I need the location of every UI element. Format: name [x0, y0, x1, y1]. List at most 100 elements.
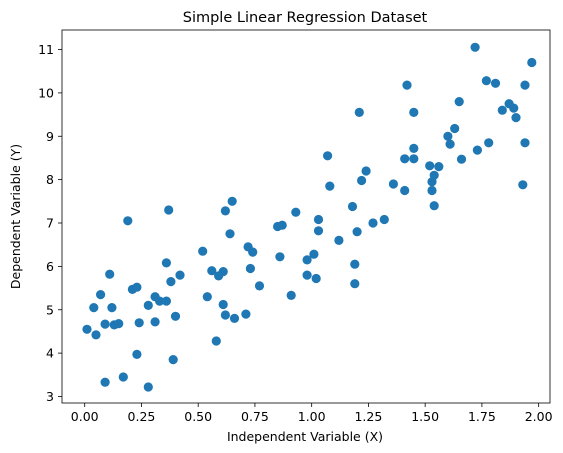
data-point: [225, 229, 235, 239]
data-point: [445, 139, 455, 149]
data-point: [168, 355, 178, 365]
data-point: [166, 277, 176, 287]
data-point: [275, 252, 285, 262]
x-tick-label: 0.50: [184, 409, 212, 424]
data-point: [220, 206, 230, 216]
y-tick-label: 8: [46, 172, 54, 187]
data-point: [245, 263, 255, 274]
data-point: [123, 216, 133, 226]
data-point: [254, 281, 265, 291]
data-point: [170, 311, 181, 321]
data-point: [350, 259, 360, 269]
data-point: [443, 131, 453, 141]
data-point: [484, 138, 494, 148]
data-point: [481, 76, 491, 86]
data-point: [248, 247, 258, 257]
data-point: [89, 303, 99, 313]
x-tick-label: 1.25: [354, 409, 382, 424]
data-point: [164, 205, 174, 215]
x-tick-label: 1.50: [411, 409, 439, 424]
data-point: [518, 180, 528, 190]
data-point: [352, 227, 362, 237]
data-point: [520, 138, 530, 148]
data-point: [143, 300, 153, 310]
data-point: [161, 258, 171, 268]
data-point: [527, 57, 537, 68]
data-point: [91, 330, 101, 340]
data-point: [368, 218, 378, 228]
x-tick-label: 1.75: [468, 409, 496, 424]
data-point: [134, 318, 144, 328]
data-point: [229, 313, 240, 323]
data-point: [472, 145, 482, 155]
data-point: [218, 299, 228, 310]
data-point: [361, 166, 371, 176]
data-point: [388, 179, 398, 189]
data-point: [302, 270, 312, 280]
data-point: [100, 377, 110, 387]
data-point: [357, 175, 367, 186]
data-point: [323, 151, 333, 161]
data-point: [354, 107, 364, 117]
data-point: [409, 143, 419, 153]
y-tick-label: 7: [46, 216, 54, 231]
data-point: [429, 201, 439, 211]
data-point: [402, 80, 412, 90]
data-point: [409, 107, 419, 117]
data-point: [409, 154, 419, 164]
data-point: [425, 161, 435, 171]
data-point: [241, 309, 251, 319]
y-axis-ticks: 3 4 5 6 7 8 9 10 11: [38, 42, 62, 404]
data-point: [313, 214, 324, 225]
data-point: [150, 317, 160, 327]
data-point: [227, 196, 237, 206]
data-point: [325, 181, 335, 191]
data-point: [313, 226, 324, 236]
data-point: [456, 154, 467, 164]
data-point: [211, 336, 221, 346]
data-points: [82, 42, 537, 392]
data-point: [450, 123, 460, 134]
data-point: [429, 170, 439, 180]
data-point: [143, 382, 153, 392]
data-point: [434, 162, 444, 172]
data-point: [105, 269, 115, 279]
data-point: [286, 290, 296, 300]
plot-frame: [61, 29, 551, 404]
data-point: [132, 349, 142, 359]
data-point: [175, 270, 185, 280]
y-tick-label: 6: [46, 259, 54, 274]
chart-title: Simple Linear Regression Dataset: [183, 10, 428, 26]
data-point: [497, 105, 507, 115]
x-axis-label: Independent Variable (X): [227, 429, 383, 444]
x-axis-ticks: 0.00 0.25 0.50 0.75 1.00 1.25 1.50 1.75 2.00: [71, 403, 553, 424]
data-point: [207, 266, 217, 276]
data-point: [400, 185, 410, 196]
data-point: [155, 296, 165, 306]
data-point: [509, 103, 519, 113]
data-point: [107, 303, 117, 313]
x-tick-label: 0.25: [128, 409, 156, 424]
x-tick-label: 0.75: [241, 409, 269, 424]
data-point: [277, 220, 287, 230]
y-tick-label: 3: [46, 389, 54, 404]
data-point: [334, 235, 344, 245]
data-point: [161, 296, 171, 306]
data-point: [82, 324, 92, 334]
data-point: [379, 214, 389, 225]
data-point: [100, 319, 110, 329]
y-axis-label: Dependent Variable (Y): [8, 144, 23, 289]
x-tick-label: 1.00: [298, 409, 326, 424]
data-point: [490, 78, 501, 88]
y-tick-label: 5: [46, 302, 54, 317]
data-point: [311, 273, 321, 284]
data-point: [454, 97, 464, 107]
data-point: [511, 113, 521, 123]
data-point: [400, 154, 410, 164]
y-tick-label: 11: [38, 42, 54, 57]
data-point: [218, 267, 228, 277]
data-point: [520, 80, 530, 90]
data-point: [96, 290, 106, 300]
x-tick-label: 0.00: [71, 409, 99, 424]
